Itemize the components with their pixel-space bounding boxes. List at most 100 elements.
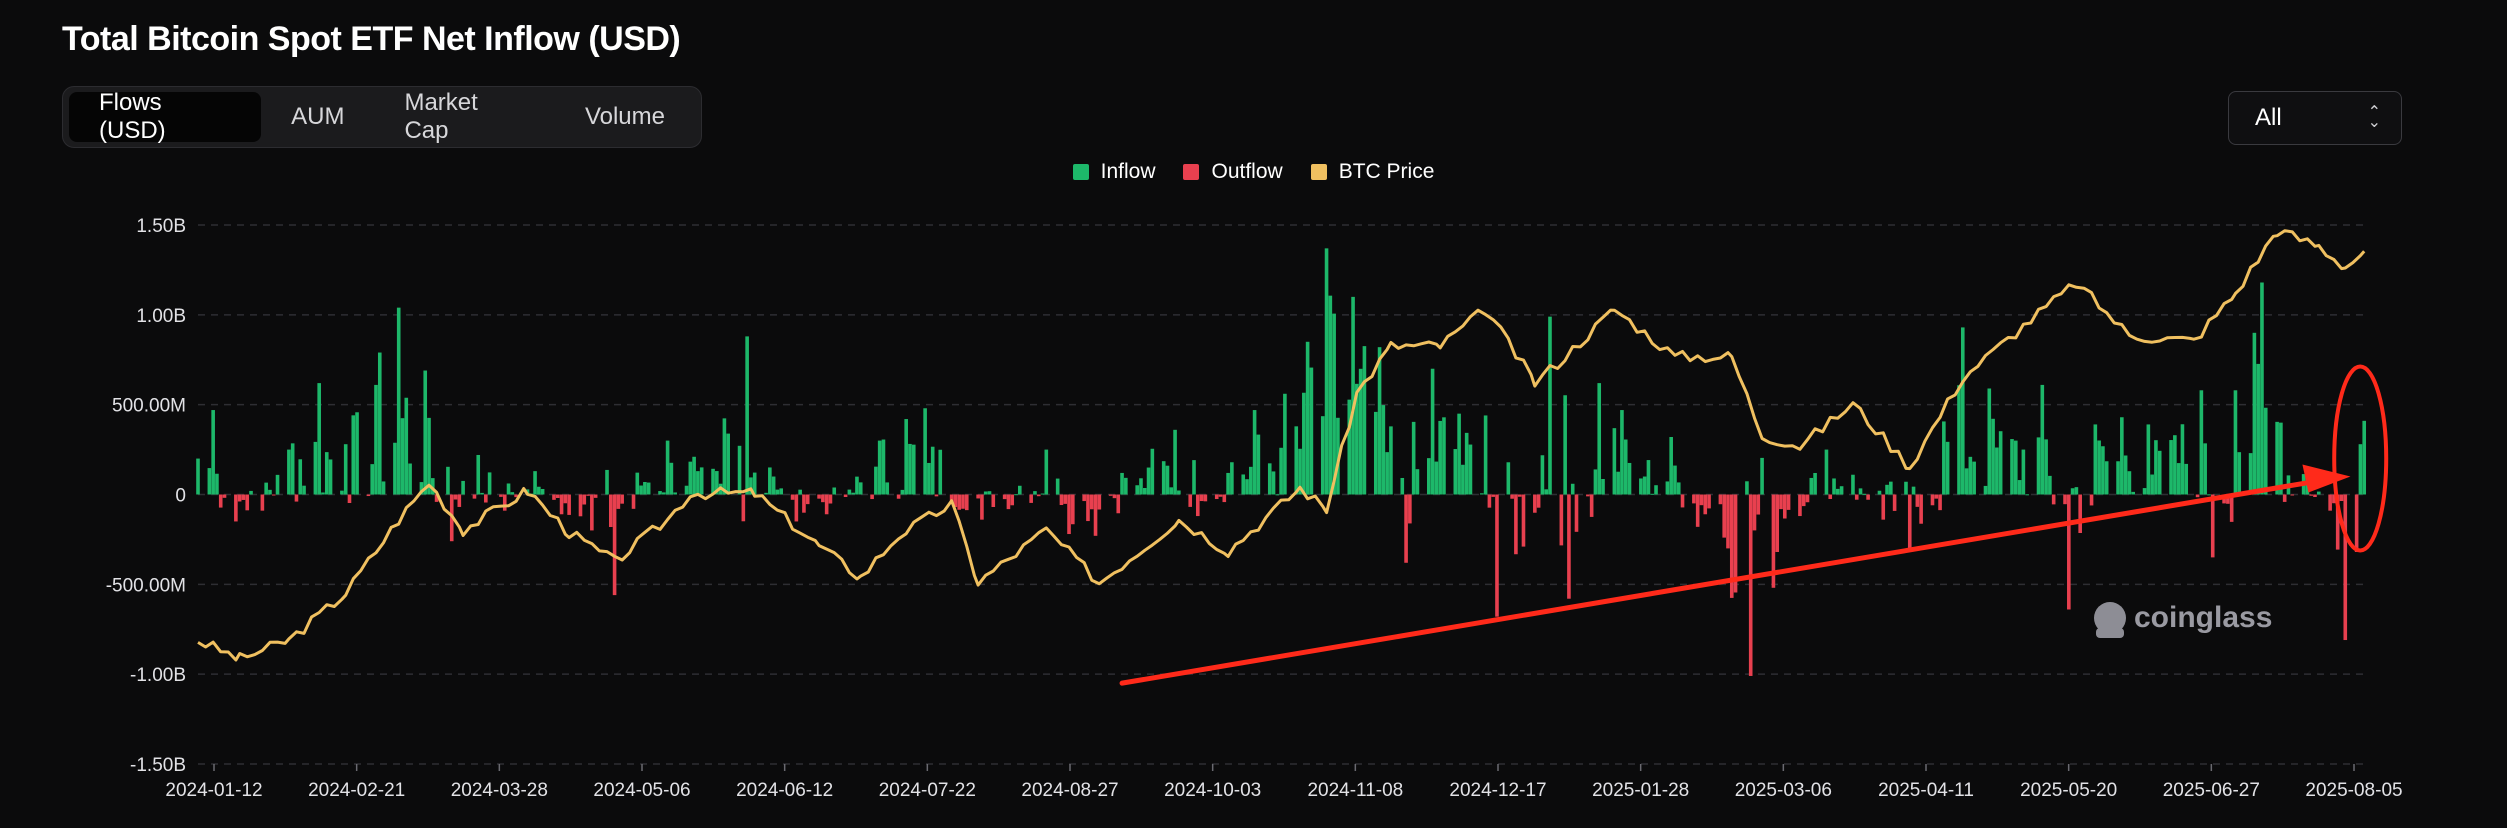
outflow-bar	[241, 494, 246, 500]
inflow-bar	[1889, 481, 1893, 495]
inflow-bar	[2021, 449, 2026, 495]
tab-aum[interactable]: AUM	[291, 103, 345, 130]
tab-volume[interactable]: Volume	[584, 103, 665, 130]
legend-item-outflow[interactable]: Outflow	[1183, 160, 1283, 184]
x-tick-label: 2024-10-03	[1164, 780, 1261, 801]
inflow-bar	[487, 472, 492, 495]
inflow-bar	[1548, 316, 1552, 495]
inflow-bar	[1483, 415, 1488, 495]
outflow-bar	[434, 494, 439, 502]
inflow-bar	[1824, 449, 1829, 495]
inflow-bar	[1430, 368, 1435, 495]
inflow-bar	[1142, 488, 1147, 495]
coinglass-logo-icon	[2094, 602, 2126, 638]
inflow-bar	[673, 492, 677, 495]
range-select-value: All	[2255, 104, 2282, 131]
tab-market-cap[interactable]: Market Cap	[404, 89, 478, 144]
inflow-bar	[1389, 426, 1393, 495]
outflow-bar	[1589, 494, 1594, 517]
inflow-bar	[2157, 450, 2162, 495]
inflow-bar	[1044, 449, 1049, 495]
inflow-bar	[908, 443, 912, 495]
outflow-bar	[957, 494, 962, 510]
inflow-bar	[1563, 395, 1567, 495]
outflow-bar	[590, 494, 594, 531]
inflow-bar	[268, 489, 272, 495]
x-tick-label: 2024-08-27	[1021, 780, 1118, 801]
inflow-bar	[1294, 426, 1299, 495]
x-tick-label: 2025-03-06	[1735, 780, 1832, 801]
inflow-bar	[696, 471, 700, 495]
legend-item-inflow[interactable]: Inflow	[1072, 160, 1155, 184]
outflow-bar	[1063, 494, 1068, 504]
inflow-bar	[938, 449, 943, 495]
outflow-bar	[1930, 494, 1935, 506]
inflow-bar	[2017, 480, 2022, 495]
inflow-bar	[1241, 474, 1246, 495]
inflow-bar	[1328, 295, 1333, 495]
inflow-bar	[1279, 447, 1283, 495]
inflow-bar	[2025, 494, 2029, 496]
tab-flows[interactable]: Flows (USD)	[69, 89, 262, 144]
inflow-bar	[1839, 486, 1844, 495]
outflow-bar	[1866, 494, 1870, 500]
inflow-bar	[370, 464, 375, 495]
inflow-bar	[1904, 481, 1908, 495]
outflow-bar	[563, 494, 568, 504]
legend-item-btc-price[interactable]: BTC Price	[1310, 160, 1434, 184]
outflow-bar	[2313, 494, 2317, 497]
inflow-bar	[1120, 472, 1124, 495]
outflow-bar	[1854, 494, 1859, 500]
x-tick-label: 2025-04-11	[1878, 780, 1974, 801]
inflow-bar	[771, 476, 776, 495]
inflow-bar	[393, 442, 397, 495]
inflow-bar	[1320, 416, 1325, 495]
outflow-bar	[1214, 494, 1219, 500]
inflow-bar	[1468, 444, 1473, 495]
x-tick-label: 2024-01-12	[165, 780, 262, 801]
outflow-bar	[2210, 494, 2215, 558]
inflow-bar	[2120, 417, 2124, 495]
outflow-bar	[1517, 494, 1522, 497]
inflow-bar	[355, 412, 359, 495]
outflow-bar	[1729, 494, 1734, 598]
outflow-bar	[1199, 494, 1204, 502]
chart-legend: Inflow Outflow BTC Price	[0, 160, 2507, 184]
x-tick-label: 2024-05-06	[593, 780, 690, 801]
outflow-bar	[2339, 494, 2344, 501]
outflow-bar	[828, 494, 833, 504]
inflow-bar	[2131, 491, 2136, 495]
inflow-bar	[643, 482, 647, 495]
inflow-bar	[692, 456, 696, 495]
outflow-bar	[741, 494, 746, 522]
outflow-bar	[1093, 494, 1098, 536]
inflow-bar	[2013, 440, 2018, 495]
outflow-bar	[1036, 494, 1041, 497]
outflow-bar	[294, 494, 299, 502]
outflow-bar	[578, 494, 583, 517]
legend-swatch-inflow	[1072, 164, 1089, 180]
inflow-bar	[1177, 490, 1181, 495]
outflow-bar	[2290, 494, 2295, 496]
outflow-bar	[1586, 494, 1590, 497]
inflow-bar	[2203, 443, 2207, 495]
outflow-bar	[1112, 494, 1117, 499]
outflow-bar	[1067, 494, 1071, 535]
outflow-bar	[2229, 494, 2234, 522]
inflow-bar	[2116, 461, 2120, 495]
inflow-bar	[446, 466, 450, 495]
range-select[interactable]: All ⌃ ⌄	[2228, 91, 2402, 145]
inflow-bar	[1942, 421, 1946, 495]
outflow-bar	[1881, 494, 1886, 520]
inflow-bar	[749, 477, 753, 495]
inflow-bar	[639, 485, 643, 495]
outflow-bar	[1680, 494, 1685, 508]
outflow-bar	[1495, 494, 1499, 617]
outflow-bar	[976, 494, 980, 499]
inflow-bar	[2279, 422, 2283, 495]
outflow-bar	[953, 494, 958, 508]
outflow-bar	[1195, 494, 1200, 517]
inflow-bar	[249, 490, 253, 495]
annotation-ellipse	[2332, 364, 2389, 553]
inflow-bar	[1139, 478, 1143, 495]
